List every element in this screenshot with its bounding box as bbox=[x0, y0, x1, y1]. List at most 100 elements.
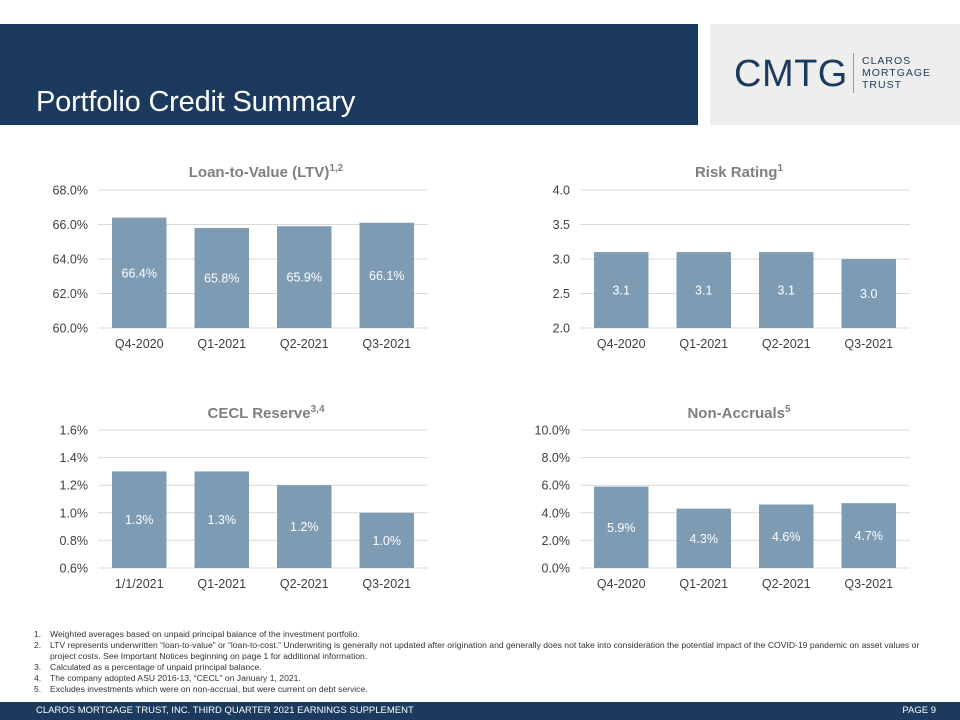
bar bbox=[277, 226, 332, 328]
footnote-number: 3. bbox=[34, 661, 42, 672]
bar bbox=[759, 252, 814, 328]
logo-wordmark: CMTG bbox=[734, 53, 848, 95]
bar bbox=[112, 471, 167, 568]
y-tick-label: 1.4% bbox=[60, 451, 89, 465]
data-label: 65.8% bbox=[204, 271, 239, 285]
footnote-item: 3. Calculated as a percentage of unpaid p… bbox=[34, 662, 934, 673]
footer-bar bbox=[0, 702, 960, 720]
y-tick-label: 2.0 bbox=[553, 322, 570, 336]
y-tick-label: 62.0% bbox=[53, 287, 88, 301]
x-tick-label: Q4-2020 bbox=[115, 337, 164, 351]
y-tick-label: 2.0% bbox=[542, 534, 571, 548]
footnotes: 1. Weighted averages based on unpaid prin… bbox=[34, 629, 934, 694]
bar bbox=[194, 227, 249, 328]
y-tick-label: 64.0% bbox=[53, 253, 88, 267]
y-tick-label: 3.5 bbox=[553, 218, 570, 232]
chart-title-text: Risk Rating bbox=[695, 164, 778, 181]
y-tick-label: 0.8% bbox=[60, 534, 89, 548]
chart-title-superscript: 5 bbox=[785, 404, 791, 415]
y-tick-label: 0.6% bbox=[60, 562, 89, 576]
y-tick-label: 1.2% bbox=[60, 479, 89, 493]
chart-title-text: CECL Reserve bbox=[207, 405, 310, 422]
bar bbox=[594, 486, 649, 568]
bar bbox=[594, 252, 649, 328]
footnote-number: 2. bbox=[34, 639, 42, 650]
logo-subline: MORTGAGE bbox=[862, 67, 932, 79]
bar bbox=[194, 471, 249, 568]
chart-title: CECL Reserve3,4 bbox=[207, 404, 324, 422]
y-tick-label: 6.0% bbox=[542, 479, 571, 493]
y-tick-label: 8.0% bbox=[542, 451, 571, 465]
chart-4: Non-Accruals5 0.0% 2.0% 4.0% 6.0% 8.0% 10.0% 5.… bbox=[535, 404, 910, 591]
bar bbox=[112, 217, 167, 328]
y-tick-label: 66.0% bbox=[53, 218, 88, 232]
footnote-number: 4. bbox=[34, 672, 42, 683]
data-label: 66.4% bbox=[122, 266, 157, 280]
y-tick-label: 2.5 bbox=[553, 287, 570, 301]
bar bbox=[359, 512, 414, 568]
bar bbox=[841, 259, 896, 328]
x-tick-label: Q3-2021 bbox=[844, 337, 893, 351]
footnote-number: 1. bbox=[34, 629, 42, 639]
data-label: 3.1 bbox=[778, 284, 795, 298]
x-tick-label: Q2-2021 bbox=[762, 577, 811, 591]
data-label: 5.9% bbox=[607, 521, 636, 535]
data-label: 1.3% bbox=[208, 513, 237, 527]
bar bbox=[841, 503, 896, 568]
logo-box bbox=[710, 24, 960, 125]
chart-title-superscript: 3,4 bbox=[311, 404, 325, 415]
data-label: 65.9% bbox=[287, 271, 322, 285]
x-tick-label: Q2-2021 bbox=[280, 337, 329, 351]
bar bbox=[359, 222, 414, 328]
chart-title-superscript: 1,2 bbox=[329, 163, 343, 174]
y-tick-label: 10.0% bbox=[535, 424, 570, 438]
data-label: 4.7% bbox=[855, 529, 884, 543]
chart-1: Loan-to-Value (LTV)1,2 60.0% 62.0% 64.0% 66.… bbox=[53, 163, 428, 351]
y-tick-label: 0.0% bbox=[542, 562, 571, 576]
data-label: 4.6% bbox=[772, 530, 801, 544]
data-label: 3.1 bbox=[613, 284, 630, 298]
footnote-text: The company adopted ASU 2016-13, “CECL” … bbox=[50, 672, 301, 683]
chart-title-text: Loan-to-Value (LTV) bbox=[189, 164, 330, 181]
footnote-text: Weighted averages based on unpaid princi… bbox=[50, 629, 360, 639]
bar bbox=[759, 504, 814, 568]
x-tick-label: Q3-2021 bbox=[362, 337, 411, 351]
chart-title-text: Non-Accruals bbox=[687, 405, 785, 422]
x-tick-label: Q4-2020 bbox=[597, 337, 646, 351]
x-tick-label: Q2-2021 bbox=[762, 337, 811, 351]
chart-title-superscript: 1 bbox=[777, 163, 783, 174]
footnote-text: Excludes investments which were on non-a… bbox=[50, 683, 368, 694]
chart-2: Risk Rating1 2.0 2.5 3.0 3.5 4.0 3.1 Q4-2020 3.1… bbox=[553, 163, 910, 351]
page-title: Portfolio Credit Summary bbox=[36, 86, 356, 118]
chart-title: Risk Rating1 bbox=[695, 163, 784, 181]
x-tick-label: Q3-2021 bbox=[844, 577, 893, 591]
footnote-item: 1. Weighted averages based on unpaid prin… bbox=[34, 629, 934, 640]
y-tick-label: 1.6% bbox=[60, 424, 89, 438]
bar bbox=[277, 485, 332, 568]
x-tick-label: Q3-2021 bbox=[362, 577, 411, 591]
bar bbox=[676, 252, 731, 328]
x-tick-label: Q4-2020 bbox=[597, 577, 646, 591]
footnote-text: LTV represents underwritten “loan-to-val… bbox=[50, 639, 920, 661]
y-tick-label: 4.0% bbox=[542, 506, 571, 520]
y-tick-label: 1.0% bbox=[60, 506, 89, 520]
x-tick-label: Q1-2021 bbox=[197, 337, 246, 351]
footnote-item: 4. The company adopted ASU 2016-13, “CECL… bbox=[34, 673, 934, 684]
y-tick-label: 4.0 bbox=[553, 184, 570, 198]
data-label: 4.3% bbox=[690, 532, 719, 546]
footnote-text: Calculated as a percentage of unpaid pri… bbox=[50, 661, 262, 672]
x-tick-label: 1/1/2021 bbox=[115, 577, 164, 591]
footer-text: CLAROS MORTGAGE TRUST, INC. THIRD QUARTE… bbox=[36, 705, 414, 716]
logo-subline: TRUST bbox=[862, 79, 902, 91]
x-tick-label: Q1-2021 bbox=[679, 577, 728, 591]
data-label: 1.3% bbox=[125, 513, 154, 527]
data-label: 3.1 bbox=[695, 284, 712, 298]
footnote-number: 5. bbox=[34, 683, 42, 694]
footnote-item: 2. LTV represents underwritten “loan-to-v… bbox=[34, 640, 934, 662]
footnote-item: 5. Excludes investments which were on non… bbox=[34, 684, 934, 695]
title-bar bbox=[0, 24, 698, 125]
y-tick-label: 68.0% bbox=[53, 184, 88, 198]
y-tick-label: 60.0% bbox=[53, 322, 88, 336]
x-tick-label: Q1-2021 bbox=[197, 577, 246, 591]
